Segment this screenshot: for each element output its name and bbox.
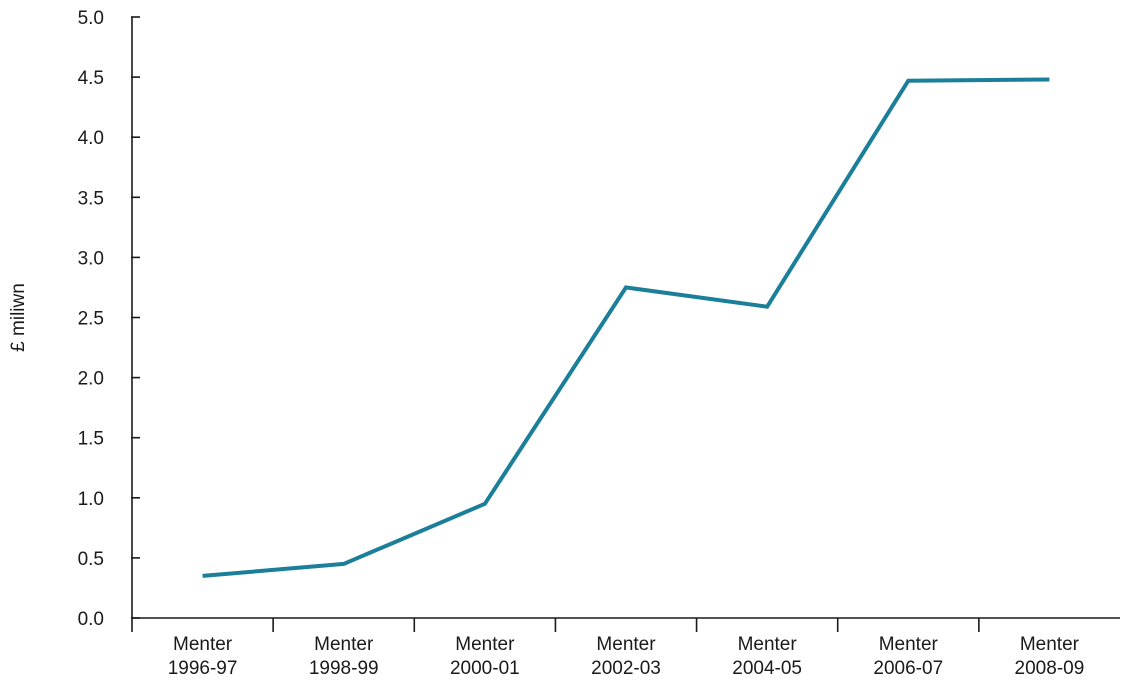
series [202, 77, 1050, 578]
x-axis: Menter 1996-97 Menter 1998-99 Menter 2000-01 M… [132, 617, 1120, 679]
y-tick-label: 3.0 [78, 248, 104, 269]
x-tick-label: Menter 2008-09 [1015, 634, 1085, 679]
y-axis: 0.0 0.5 1.0 1.5 2.0 2.5 3.0 3.5 4.0 4.5 5.0 [78, 8, 140, 632]
y-axis-label: £ miliwn [8, 283, 29, 352]
y-tick-label: 5.0 [78, 8, 104, 29]
y-tick-label: 2.0 [78, 369, 104, 390]
y-tick-label: 2.5 [78, 309, 104, 330]
x-tick-label: Menter 2000-01 [450, 634, 520, 679]
y-tick-label: 0.5 [78, 549, 104, 570]
y-tick-label: 3.5 [78, 188, 104, 209]
y-tick-label: 4.0 [78, 128, 104, 149]
x-tick-label: Menter 2002-03 [591, 634, 661, 679]
x-tick-label: Menter 1996-97 [168, 634, 238, 679]
series-line [202, 77, 1050, 578]
y-tick-label: 1.5 [78, 429, 104, 450]
y-tick-label: 0.0 [78, 609, 104, 630]
y-tick-label: 1.0 [78, 489, 104, 510]
x-tick-label: Menter 1998-99 [309, 634, 379, 679]
x-tick-label: Menter 2004-05 [732, 634, 802, 679]
x-tick-label: Menter 2006-07 [873, 634, 943, 679]
y-tick-label: 4.5 [78, 68, 104, 89]
